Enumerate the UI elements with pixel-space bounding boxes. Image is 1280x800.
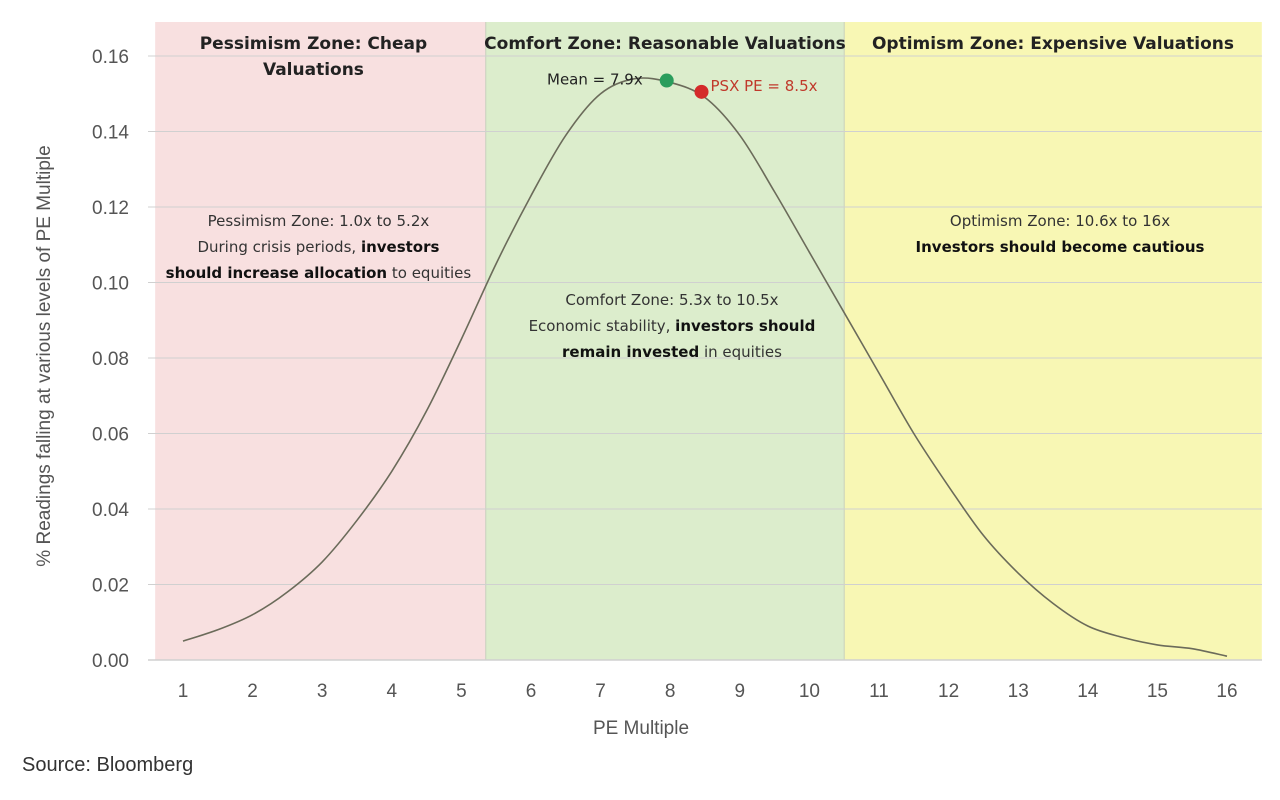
x-tick-label: 9 — [735, 681, 746, 702]
x-tick-label: 4 — [387, 681, 398, 702]
x-tick-label: 5 — [456, 681, 467, 702]
zone-desc-optimism: Investors should become cautious — [916, 238, 1205, 256]
zone-desc-optimism: Optimism Zone: 10.6x to 16x — [950, 212, 1170, 230]
x-tick-label: 10 — [799, 681, 820, 702]
zone-desc-comfort: remain invested in equities — [562, 343, 782, 361]
x-tick-label: 15 — [1147, 681, 1168, 702]
zone-optimism — [844, 22, 1262, 660]
zone-descriptions-layer: Pessimism Zone: 1.0x to 5.2x During crisi… — [166, 212, 1205, 361]
y-tick-label: 0.16 — [92, 47, 129, 68]
y-tick-label: 0.02 — [92, 576, 129, 597]
x-axis-title: PE Multiple — [593, 718, 689, 739]
y-tick-label: 0.14 — [92, 123, 129, 144]
x-tick-label: 8 — [665, 681, 676, 702]
marker-label-mean: Mean = 7.9x — [547, 71, 643, 89]
y-axis-ticks: 0.00 0.02 0.04 0.06 0.08 0.10 0.12 0.14 0.16 — [92, 47, 129, 672]
zone-desc-pessimism: During crisis periods, investors — [197, 238, 439, 256]
zone-title-pessimism: Valuations — [263, 60, 364, 80]
y-tick-label: 0.10 — [92, 274, 129, 295]
marker-psx-pe — [694, 84, 709, 99]
x-axis-ticks: 1 2 3 4 5 6 7 8 9 10 11 12 13 14 15 16 — [178, 681, 1238, 702]
x-tick-label: 16 — [1216, 681, 1237, 702]
marker-label-psx-pe: PSX PE = 8.5x — [711, 77, 818, 95]
x-tick-label: 14 — [1077, 681, 1099, 702]
x-tick-label: 12 — [938, 681, 959, 702]
zone-title-optimism: Optimism Zone: Expensive Valuations — [872, 34, 1234, 54]
y-axis-title: % Readings falling at various levels of … — [34, 145, 55, 566]
zones-layer — [155, 22, 1262, 660]
zone-pessimism — [155, 22, 486, 660]
markers-layer: Mean = 7.9x PSX PE = 8.5x — [547, 71, 818, 99]
x-tick-label: 3 — [317, 681, 328, 702]
y-tick-label: 0.12 — [92, 198, 129, 219]
x-tick-label: 7 — [595, 681, 606, 702]
zone-title-pessimism: Pessimism Zone: Cheap — [200, 34, 427, 54]
y-tick-label: 0.06 — [92, 425, 129, 446]
x-tick-label: 11 — [869, 681, 889, 702]
marker-mean — [659, 73, 674, 88]
x-tick-label: 13 — [1008, 681, 1029, 702]
y-tick-label: 0.08 — [92, 349, 129, 370]
x-tick-label: 6 — [526, 681, 537, 702]
zone-title-comfort: Comfort Zone: Reasonable Valuations — [484, 34, 846, 54]
zone-desc-pessimism: should increase allocation to equities — [166, 264, 472, 282]
y-tick-label: 0.04 — [92, 500, 129, 521]
zone-desc-comfort: Comfort Zone: 5.3x to 10.5x — [565, 291, 778, 309]
y-tick-label: 0.00 — [92, 651, 129, 672]
zone-titles-layer: Pessimism Zone: Cheap Valuations Comfort Z… — [200, 34, 1234, 80]
grid-layer — [148, 55, 1262, 661]
x-tick-label: 2 — [247, 681, 258, 702]
zone-desc-pessimism: Pessimism Zone: 1.0x to 5.2x — [208, 212, 430, 230]
x-tick-label: 1 — [178, 681, 189, 702]
zone-desc-comfort: Economic stability, investors should — [529, 317, 816, 335]
source-note: Source: Bloomberg — [22, 754, 193, 776]
zone-comfort — [485, 22, 845, 660]
